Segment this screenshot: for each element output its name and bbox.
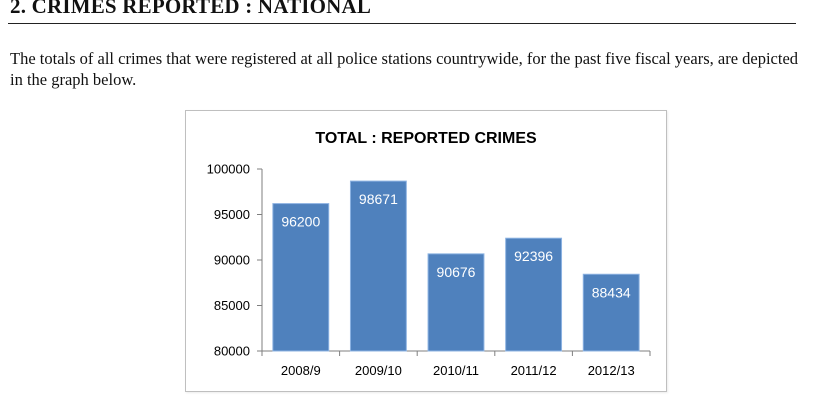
- y-tick-label: 85000: [214, 298, 250, 313]
- x-category-label: 2012/13: [588, 363, 635, 378]
- x-category-label: 2011/12: [511, 363, 557, 378]
- data-label: 92396: [514, 248, 553, 264]
- x-category-label: 2008/9: [281, 363, 321, 378]
- heading-divider: [8, 23, 796, 24]
- data-label: 96200: [281, 214, 320, 230]
- y-tick-label: 90000: [214, 253, 250, 268]
- section-heading: 2. CRIMES REPORTED : NATIONAL: [10, 0, 372, 18]
- chart-frame: TOTAL : REPORTED CRIMES 80000 85000 90000 9…: [185, 110, 667, 392]
- bars: 96200 98671 90676 92396 88434: [272, 180, 640, 352]
- data-label: 88434: [592, 284, 631, 300]
- data-label: 98671: [359, 191, 398, 207]
- bar-2012-13: [582, 273, 640, 352]
- chart-title: TOTAL : REPORTED CRIMES: [315, 130, 537, 147]
- intro-paragraph: The totals of all crimes that were regis…: [10, 49, 799, 89]
- x-category-label: 2010/11: [433, 363, 479, 378]
- bar-2011-12: [505, 237, 563, 352]
- y-tick-label: 95000: [214, 207, 250, 222]
- bar-2008-9: [272, 203, 330, 352]
- bar-chart: TOTAL : REPORTED CRIMES 80000 85000 90000 9…: [207, 130, 651, 378]
- x-category-label: 2009/10: [355, 363, 402, 378]
- x-axis: 2008/9 2009/10 2010/11 2011/12 2012/13: [261, 350, 651, 378]
- bar-2009-10: [349, 180, 407, 352]
- y-tick-label: 80000: [214, 344, 250, 359]
- data-label: 90676: [437, 264, 476, 280]
- y-tick-label: 100000: [207, 162, 250, 177]
- bar-2010-11: [427, 253, 485, 352]
- y-axis: 80000 85000 90000 95000 100000: [207, 162, 263, 359]
